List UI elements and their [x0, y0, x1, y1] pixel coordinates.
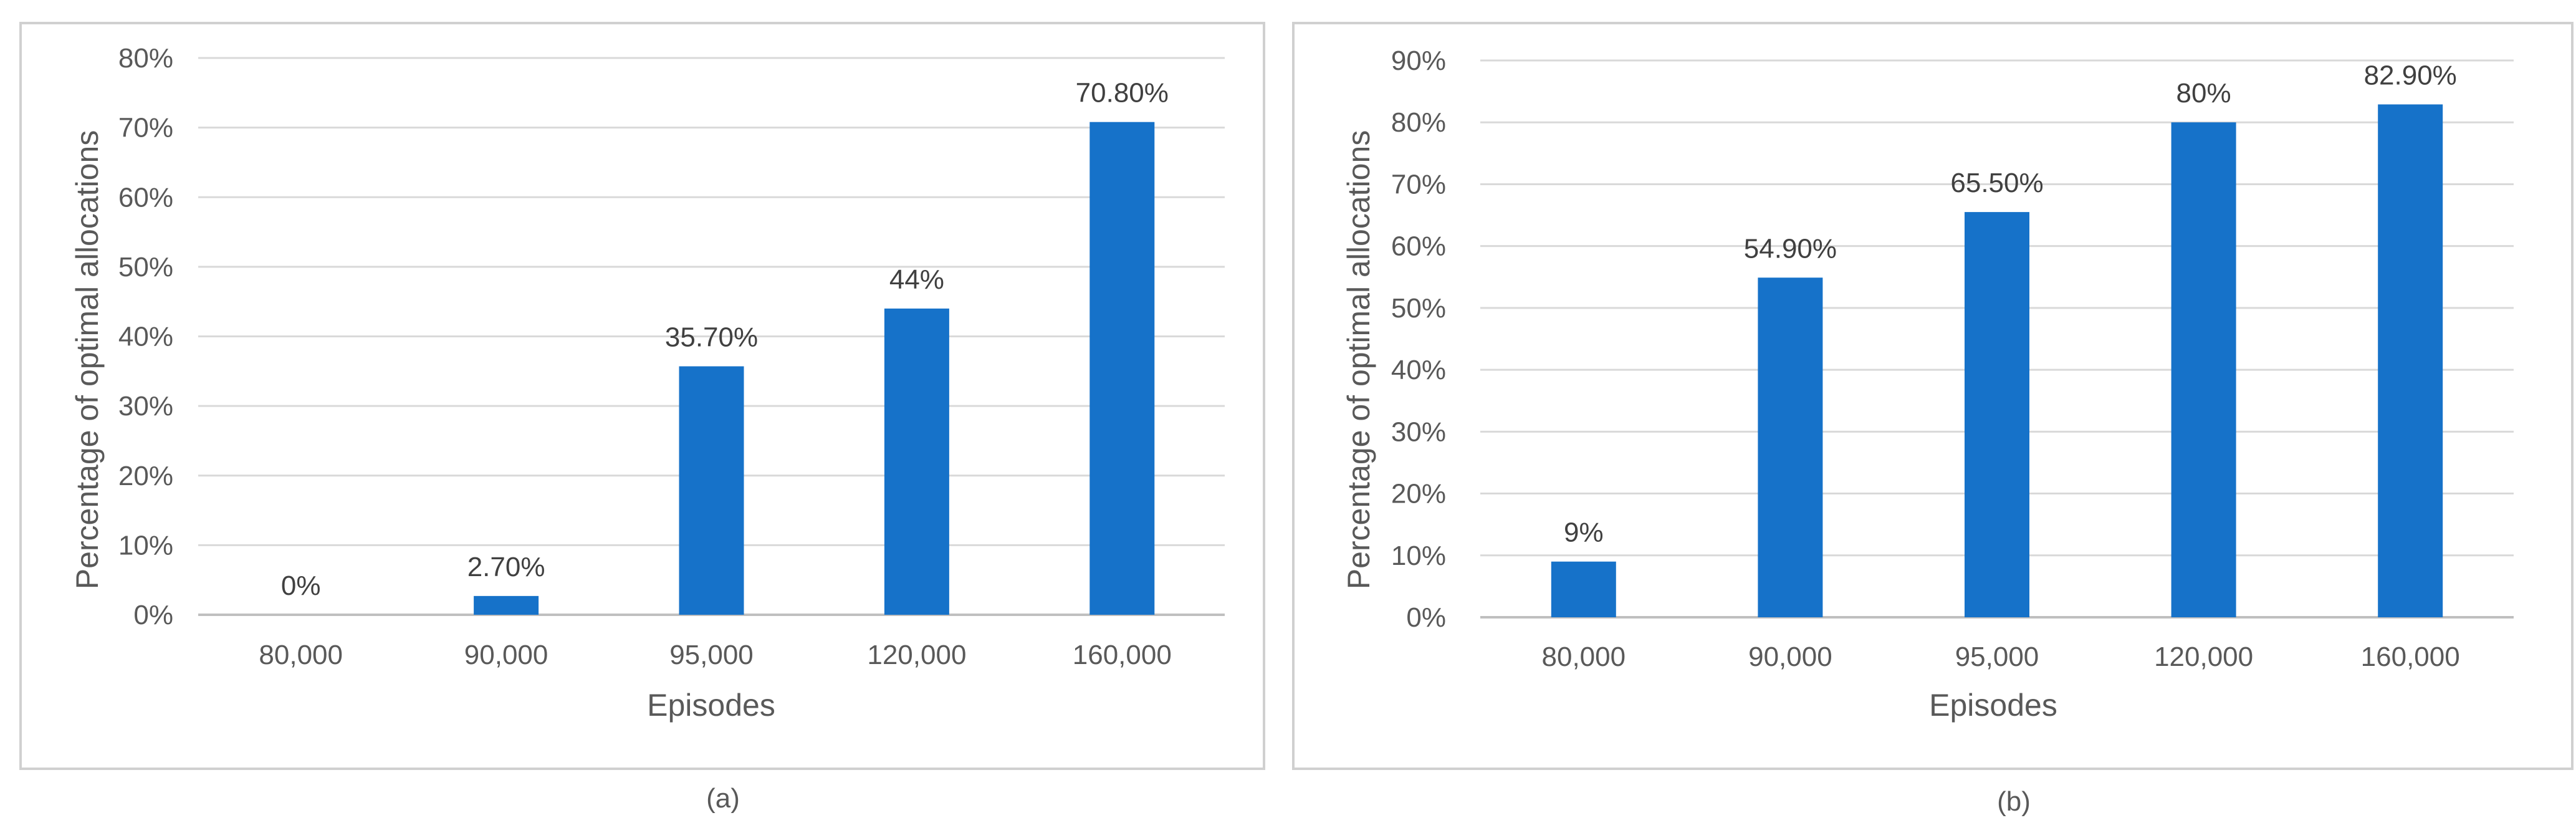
y-tick-label: 20% — [1391, 479, 1446, 509]
bar-b-4 — [2171, 122, 2236, 617]
data-label: 44% — [889, 264, 944, 295]
y-tick-label: 70% — [118, 113, 173, 143]
chart-frame-a — [19, 22, 1265, 770]
x-category-label: 160,000 — [2361, 642, 2460, 672]
y-tick-label: 10% — [118, 530, 173, 561]
bar-b-1 — [1551, 561, 1616, 617]
y-tick-label: 70% — [1391, 169, 1446, 200]
y-tick-label: 30% — [1391, 416, 1446, 447]
bar-b-3 — [1965, 212, 2029, 617]
bar-a-2 — [474, 595, 539, 615]
y-tick-label: 60% — [118, 182, 173, 213]
y-tick-label: 30% — [118, 391, 173, 421]
y-tick-label: 40% — [1391, 355, 1446, 385]
panel-caption-b: (b) — [1997, 786, 2031, 817]
y-tick-label: 0% — [1406, 602, 1446, 633]
y-axis-title-b: Percentage of optimal allocations — [1341, 130, 1376, 590]
bar-a-5 — [1089, 122, 1155, 615]
bar-a-3 — [679, 366, 744, 615]
x-category-label: 90,000 — [464, 640, 548, 670]
data-label: 54.90% — [1744, 233, 1837, 264]
data-label: 0% — [281, 571, 321, 601]
y-tick-label: 40% — [118, 322, 173, 352]
chart-panel-a: Percentage of optimal allocations Episod… — [19, 22, 1265, 814]
y-axis-title-a: Percentage of optimal allocations — [70, 130, 105, 590]
x-category-label: 160,000 — [1073, 640, 1172, 670]
bar-b-2 — [1758, 277, 1823, 617]
data-label: 80% — [2176, 78, 2231, 108]
x-category-label: 120,000 — [2154, 642, 2253, 672]
y-tick-label: 80% — [1391, 107, 1446, 138]
y-tick-label: 90% — [1391, 46, 1446, 76]
data-label: 9% — [1564, 518, 1604, 548]
bar-a-4 — [884, 308, 949, 615]
x-category-label: 120,000 — [867, 640, 966, 670]
x-category-label: 90,000 — [1748, 642, 1832, 672]
y-tick-label: 0% — [133, 600, 173, 630]
x-axis-title-a: Episodes — [647, 688, 775, 723]
data-label: 82.90% — [2364, 60, 2457, 90]
x-category-label: 80,000 — [259, 640, 343, 670]
data-label: 70.80% — [1076, 78, 1169, 108]
x-axis-title-b: Episodes — [1929, 688, 2057, 723]
y-tick-label: 60% — [1391, 231, 1446, 262]
data-label: 65.50% — [1950, 168, 2043, 198]
y-tick-label: 50% — [1391, 293, 1446, 324]
data-label: 35.70% — [665, 322, 758, 352]
y-tick-label: 80% — [118, 43, 173, 74]
x-category-label: 95,000 — [669, 640, 754, 670]
chart-frame-b — [1292, 22, 2574, 770]
data-label: 2.70% — [467, 552, 545, 582]
y-tick-label: 50% — [118, 252, 173, 282]
chart-panel-b: Percentage of optimal allocations Episod… — [1292, 22, 2574, 817]
bar-b-5 — [2378, 104, 2443, 618]
panel-caption-a: (a) — [706, 783, 740, 814]
y-tick-label: 20% — [118, 461, 173, 491]
x-category-label: 95,000 — [1955, 642, 2039, 672]
x-category-label: 80,000 — [1542, 642, 1626, 672]
y-tick-label: 10% — [1391, 541, 1446, 571]
